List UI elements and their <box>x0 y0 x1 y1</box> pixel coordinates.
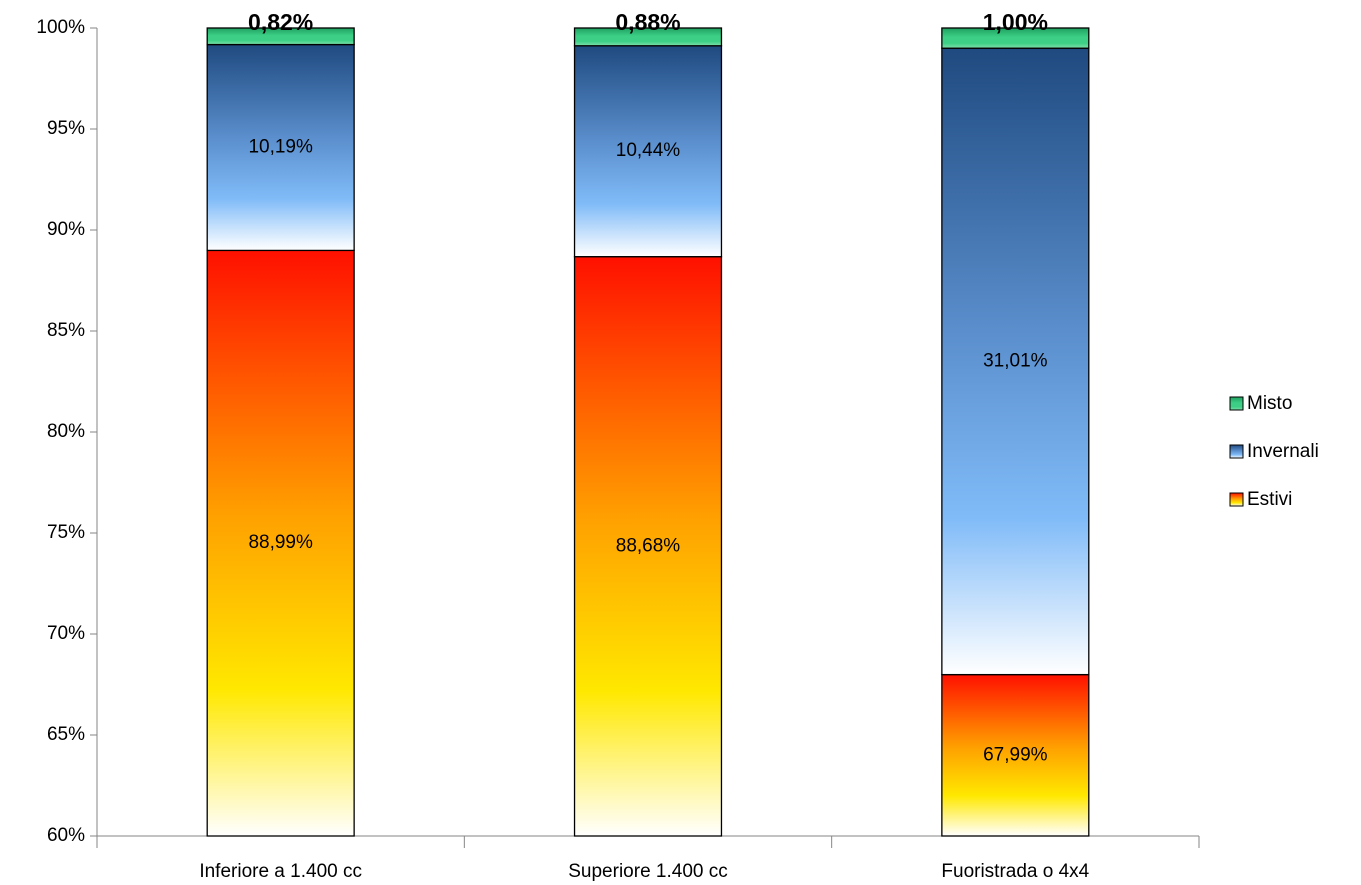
bar-segment <box>206 249 355 837</box>
value-label: 10,19% <box>248 136 313 157</box>
legend-swatch <box>1229 396 1244 411</box>
legend-label: Invernali <box>1247 441 1319 462</box>
bar-segment <box>941 673 1090 837</box>
y-tick-label: 75% <box>47 522 85 543</box>
y-tick-label: 80% <box>47 421 85 442</box>
value-label: 31,01% <box>983 350 1048 371</box>
value-label: 1,00% <box>983 9 1048 35</box>
y-tick-label: 100% <box>36 17 85 38</box>
value-label: 0,88% <box>615 9 680 35</box>
bar-segment <box>941 47 1090 676</box>
bar-segment <box>573 27 723 47</box>
x-tick-label: Superiore 1.400 cc <box>568 861 728 882</box>
legend-label: Estivi <box>1247 489 1292 510</box>
y-tick-label: 70% <box>47 623 85 644</box>
y-tick-label: 65% <box>47 724 85 745</box>
value-label: 0,82% <box>248 9 313 35</box>
legend-swatch <box>1229 492 1244 507</box>
y-tick-label: 85% <box>47 320 85 341</box>
legend-label: Misto <box>1247 393 1292 414</box>
bar-segment <box>206 43 355 252</box>
y-tick-label: 60% <box>47 825 85 846</box>
x-tick-label: Inferiore a 1.400 cc <box>199 861 362 882</box>
value-label: 88,68% <box>616 535 681 556</box>
bar-segment <box>941 27 1090 49</box>
y-tick-label: 90% <box>47 219 85 240</box>
value-label: 10,44% <box>616 140 681 161</box>
y-tick-label: 95% <box>47 118 85 139</box>
bar-segment <box>573 45 723 258</box>
x-tick-label: Fuoristrada o 4x4 <box>941 861 1089 882</box>
value-label: 88,99% <box>248 532 313 553</box>
bar-segment <box>206 27 355 46</box>
value-label: 67,99% <box>983 744 1048 765</box>
legend-swatch <box>1229 444 1244 459</box>
